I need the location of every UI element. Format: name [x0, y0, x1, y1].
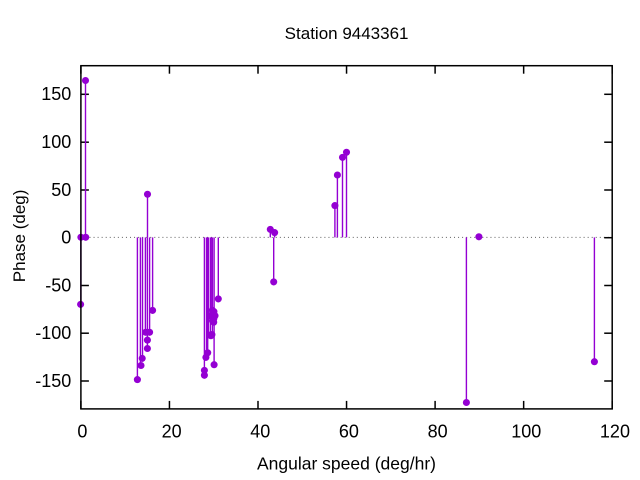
svg-text:100: 100: [41, 132, 71, 152]
svg-text:Station 9443361: Station 9443361: [285, 24, 409, 43]
svg-text:-150: -150: [35, 371, 71, 391]
svg-text:0: 0: [61, 228, 71, 248]
svg-text:Phase (deg): Phase (deg): [10, 190, 29, 283]
svg-text:120: 120: [600, 422, 630, 442]
svg-text:40: 40: [250, 422, 270, 442]
svg-text:-50: -50: [45, 275, 71, 295]
svg-text:20: 20: [162, 422, 182, 442]
svg-text:80: 80: [428, 422, 448, 442]
svg-text:Angular speed (deg/hr): Angular speed (deg/hr): [257, 454, 436, 474]
svg-text:150: 150: [41, 84, 71, 104]
svg-text:60: 60: [339, 422, 359, 442]
svg-text:-100: -100: [35, 323, 71, 343]
svg-text:0: 0: [77, 422, 87, 442]
svg-text:100: 100: [511, 422, 541, 442]
svg-text:50: 50: [51, 180, 71, 200]
